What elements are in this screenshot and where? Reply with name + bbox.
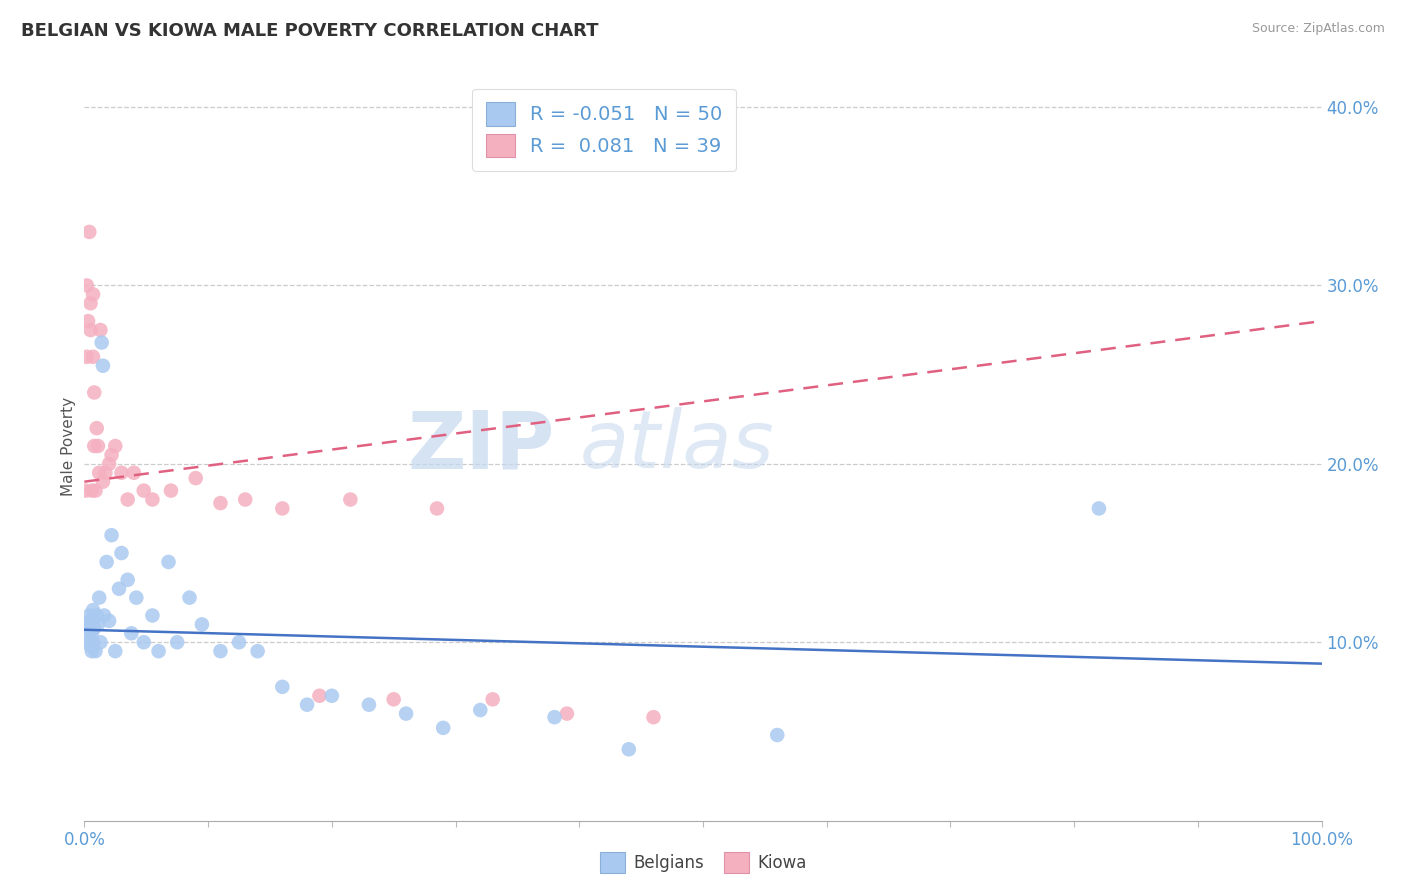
Text: atlas: atlas	[579, 407, 775, 485]
Point	[77, 314, 100, 328]
Point	[84, 644, 107, 658]
Legend: Belgians, Kiowa: Belgians, Kiowa	[593, 846, 813, 880]
Point	[79, 635, 101, 649]
Point	[191, 617, 214, 632]
Point	[157, 555, 180, 569]
Point	[166, 635, 188, 649]
Point	[271, 680, 294, 694]
Point	[79, 225, 101, 239]
Point	[108, 582, 131, 596]
Point	[132, 635, 155, 649]
Text: Source: ZipAtlas.com: Source: ZipAtlas.com	[1251, 22, 1385, 36]
Point	[80, 626, 103, 640]
Point	[98, 614, 121, 628]
Point	[83, 621, 105, 635]
Point	[100, 528, 122, 542]
Point	[93, 608, 115, 623]
Point	[339, 492, 361, 507]
Point	[79, 608, 101, 623]
Point	[79, 323, 101, 337]
Point	[643, 710, 665, 724]
Point	[83, 439, 105, 453]
Point	[76, 350, 98, 364]
Point	[84, 483, 107, 498]
Point	[91, 359, 114, 373]
Point	[89, 591, 111, 605]
Point	[79, 614, 101, 628]
Point	[86, 421, 108, 435]
Point	[271, 501, 294, 516]
Point	[80, 644, 103, 658]
Point	[160, 483, 183, 498]
Point	[82, 635, 104, 649]
Point	[228, 635, 250, 649]
Point	[308, 689, 330, 703]
Text: ZIP: ZIP	[408, 407, 554, 485]
Point	[100, 448, 122, 462]
Point	[117, 573, 139, 587]
Point	[555, 706, 578, 721]
Point	[86, 608, 108, 623]
Point	[89, 466, 111, 480]
Point	[179, 591, 201, 605]
Point	[543, 710, 565, 724]
Point	[79, 296, 101, 310]
Point	[117, 492, 139, 507]
Point	[76, 278, 98, 293]
Point	[209, 496, 232, 510]
Point	[94, 466, 117, 480]
Point	[79, 639, 101, 653]
Point	[110, 546, 132, 560]
Point	[233, 492, 256, 507]
Point	[87, 617, 110, 632]
Point	[91, 475, 114, 489]
Point	[82, 350, 104, 364]
Point	[77, 621, 100, 635]
Point	[766, 728, 789, 742]
Point	[98, 457, 121, 471]
Point	[321, 689, 343, 703]
Point	[382, 692, 405, 706]
Point	[90, 335, 112, 350]
Point	[141, 608, 163, 623]
Point	[617, 742, 640, 756]
Point	[104, 644, 127, 658]
Point	[1088, 501, 1111, 516]
Point	[122, 466, 145, 480]
Point	[120, 626, 142, 640]
Point	[295, 698, 318, 712]
Point	[125, 591, 148, 605]
Point	[89, 323, 111, 337]
Point	[132, 483, 155, 498]
Point	[87, 439, 110, 453]
Point	[426, 501, 449, 516]
Point	[76, 617, 98, 632]
Point	[82, 287, 104, 301]
Point	[82, 603, 104, 617]
Point	[481, 692, 503, 706]
Point	[141, 492, 163, 507]
Point	[75, 483, 97, 498]
Point	[110, 466, 132, 480]
Y-axis label: Male Poverty: Male Poverty	[60, 396, 76, 496]
Point	[80, 483, 103, 498]
Point	[395, 706, 418, 721]
Point	[89, 635, 111, 649]
Point	[209, 644, 232, 658]
Point	[470, 703, 492, 717]
Point	[148, 644, 170, 658]
Point	[96, 555, 118, 569]
Point	[75, 626, 97, 640]
Text: BELGIAN VS KIOWA MALE POVERTY CORRELATION CHART: BELGIAN VS KIOWA MALE POVERTY CORRELATIO…	[21, 22, 599, 40]
Point	[432, 721, 454, 735]
Point	[357, 698, 380, 712]
Point	[246, 644, 269, 658]
Point	[184, 471, 207, 485]
Point	[104, 439, 127, 453]
Point	[83, 385, 105, 400]
Legend: R = -0.051   N = 50, R =  0.081   N = 39: R = -0.051 N = 50, R = 0.081 N = 39	[472, 88, 737, 171]
